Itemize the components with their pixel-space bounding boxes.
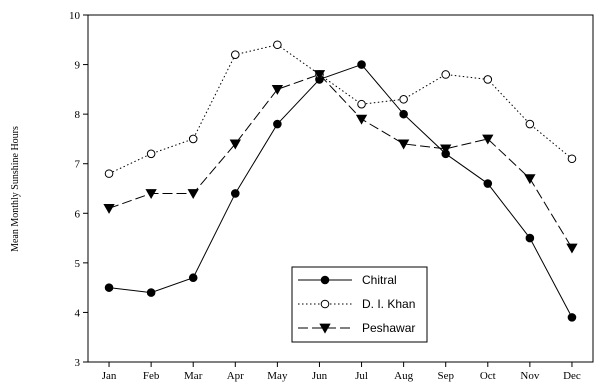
data-point-chitral <box>273 119 282 129</box>
data-point-d-i-khan <box>273 40 282 50</box>
data-point-peshawar <box>229 139 241 150</box>
series-line-d-i-khan <box>108 44 573 175</box>
data-point-peshawar <box>271 85 284 95</box>
data-point-d-i-khan <box>188 134 198 144</box>
y-tick-label: 9 <box>75 60 81 72</box>
data-point-d-i-khan <box>441 70 451 79</box>
y-axis-label: Mean Monthly Sunshine Hours <box>10 126 21 252</box>
x-tick-label: Sep <box>437 370 454 382</box>
x-tick-label: Apr <box>227 370 244 382</box>
series-line-chitral <box>108 63 573 318</box>
series-d-i-khan <box>104 40 577 178</box>
data-point-chitral <box>399 109 408 119</box>
data-point-peshawar <box>397 139 410 150</box>
data-point-peshawar <box>187 189 199 200</box>
x-tick-label: May <box>267 370 288 382</box>
data-point-d-i-khan <box>104 169 114 178</box>
data-point-peshawar <box>524 174 536 185</box>
x-tick-label: Dec <box>563 370 581 382</box>
y-tick-label: 10 <box>69 10 81 22</box>
data-point-d-i-khan <box>146 149 156 159</box>
legend: Chitral D. I. Khan Peshawar <box>291 266 428 343</box>
x-tick-label: Jul <box>355 370 368 382</box>
x-tick-label: Nov <box>520 370 539 382</box>
data-point-peshawar <box>313 70 326 81</box>
y-tick-label: 3 <box>75 357 81 369</box>
x-tick-label: Oct <box>480 370 496 382</box>
legend-marker-peshawar <box>319 323 331 334</box>
data-point-chitral <box>146 288 156 297</box>
data-point-chitral <box>230 189 240 198</box>
data-point-chitral <box>104 283 114 292</box>
plot-frame <box>87 14 594 363</box>
legend-marker-d-i-khan <box>320 299 330 309</box>
x-tick-label: Mar <box>184 370 203 382</box>
x-tick-label: Aug <box>394 370 413 382</box>
data-point-d-i-khan <box>525 119 535 129</box>
y-tick-label: 6 <box>75 208 81 220</box>
legend-label-d-i-khan: D. I. Khan <box>362 297 415 311</box>
data-point-peshawar <box>440 144 452 155</box>
data-point-d-i-khan <box>567 154 577 164</box>
data-point-d-i-khan <box>357 99 366 109</box>
data-point-peshawar <box>482 134 494 145</box>
y-tick-label: 4 <box>75 307 81 319</box>
x-tick-label: Feb <box>143 370 160 382</box>
data-point-peshawar <box>566 243 578 254</box>
legend-label-chitral: Chitral <box>362 273 397 287</box>
data-point-d-i-khan <box>483 75 493 84</box>
data-point-chitral <box>188 273 198 283</box>
x-tick-label: Jun <box>312 370 328 382</box>
data-point-chitral <box>483 179 493 188</box>
y-tick-label: 5 <box>75 258 81 270</box>
data-point-peshawar <box>103 203 115 214</box>
data-point-peshawar <box>145 189 157 200</box>
legend-label-peshawar: Peshawar <box>362 321 415 335</box>
y-tick-label: 8 <box>75 109 81 121</box>
x-tick-label: Jan <box>102 370 117 382</box>
series-peshawar <box>103 70 578 254</box>
data-point-chitral <box>567 313 577 322</box>
y-tick-label: 7 <box>75 159 81 171</box>
data-point-chitral <box>357 60 366 69</box>
axes: 3 4 5 6 7 8 9 10 Jan Feb Mar Apr May Jun Jul Aug Sep Oct N… <box>69 10 594 382</box>
data-point-d-i-khan <box>399 94 408 104</box>
series-layer <box>103 40 578 322</box>
data-point-d-i-khan <box>230 50 240 59</box>
data-point-peshawar <box>355 114 368 125</box>
legend-marker-chitral <box>320 275 330 285</box>
series-line-peshawar <box>108 73 573 249</box>
data-point-chitral <box>525 233 535 243</box>
